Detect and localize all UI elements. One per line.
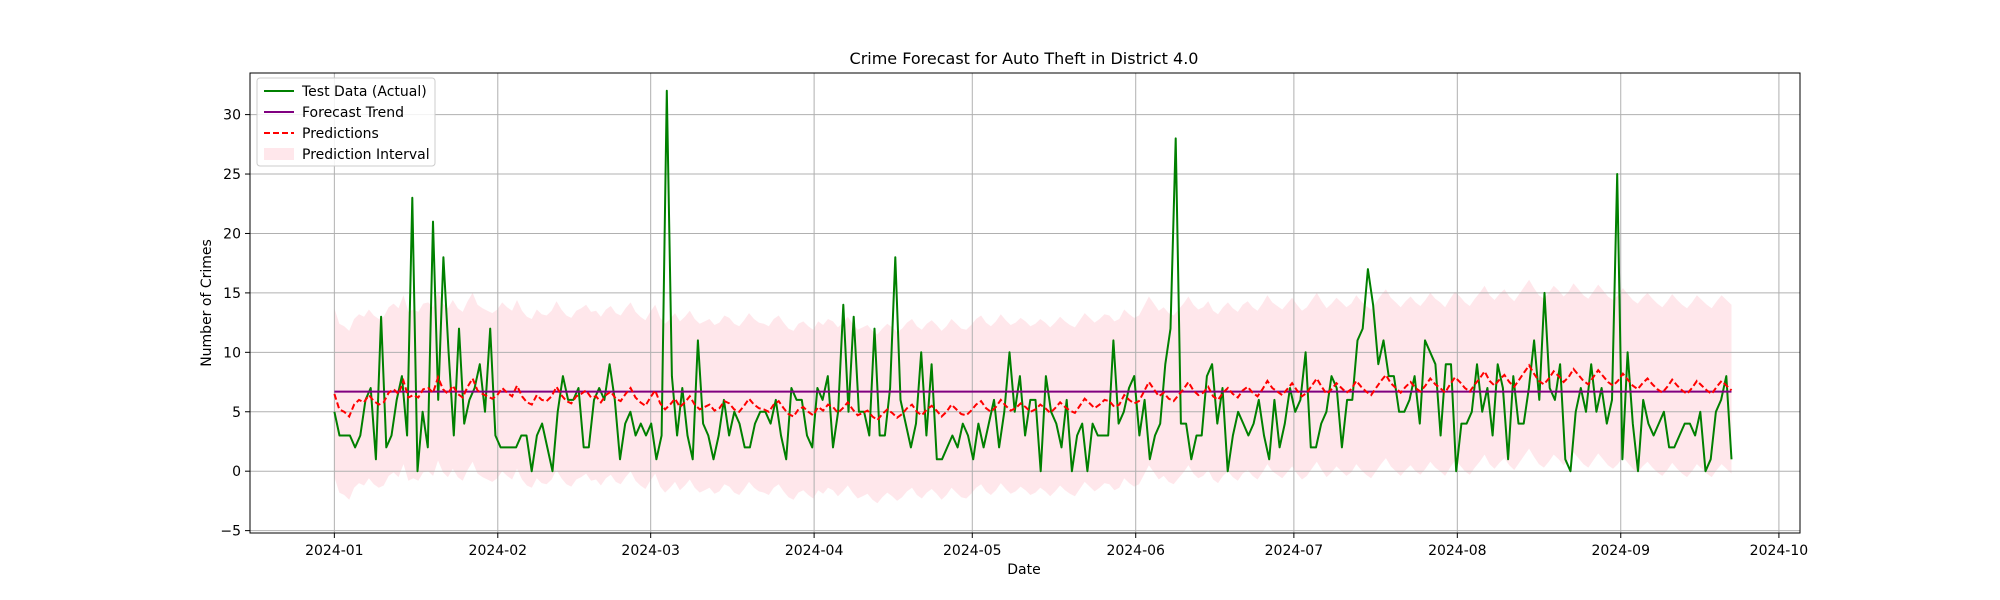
plot-frame [249,72,1801,534]
y-axis: −5 0 5 10 15 20 25 30 [220,108,250,540]
y-tick-label: 10 [223,345,241,361]
x-tick-label: 2024-05 [943,543,1002,559]
y-tick-label: 30 [223,108,241,124]
x-tick-label: 2024-06 [1106,543,1165,559]
x-axis-label: Date [1007,562,1040,578]
legend-swatch-interval [264,148,294,160]
legend-label: Test Data (Actual) [301,84,427,100]
y-tick-label: 20 [223,226,241,242]
x-axis: 2024-01 2024-02 2024-03 2024-04 2024-05 2024-… [305,533,1808,559]
actual-data-line [333,89,1733,473]
x-tick-label: 2024-09 [1591,543,1650,559]
x-tick-label: 2024-04 [785,543,844,559]
x-tick-label: 2024-08 [1428,543,1487,559]
legend-label: Prediction Interval [302,147,430,163]
y-axis-label: Number of Crimes [199,239,215,367]
predictions-line [333,363,1733,422]
legend-label: Predictions [302,126,379,142]
series [333,89,1733,473]
y-tick-label: 15 [223,286,241,302]
x-tick-label: 2024-03 [621,543,680,559]
chart-title: Crime Forecast for Auto Theft in Distric… [850,49,1199,68]
x-tick-label: 2024-02 [469,543,528,559]
y-tick-label: 0 [232,464,241,480]
y-tick-label: −5 [220,524,241,540]
legend: Test Data (Actual) Forecast Trend Predicti… [256,77,436,167]
y-tick-label: 25 [223,167,241,183]
legend-box [256,77,436,167]
x-tick-label: 2024-01 [305,543,364,559]
legend-label: Forecast Trend [302,105,404,121]
x-tick-label: 2024-07 [1265,543,1324,559]
grid [250,73,1800,533]
x-tick-label: 2024-10 [1750,543,1809,559]
y-tick-label: 5 [232,405,241,421]
